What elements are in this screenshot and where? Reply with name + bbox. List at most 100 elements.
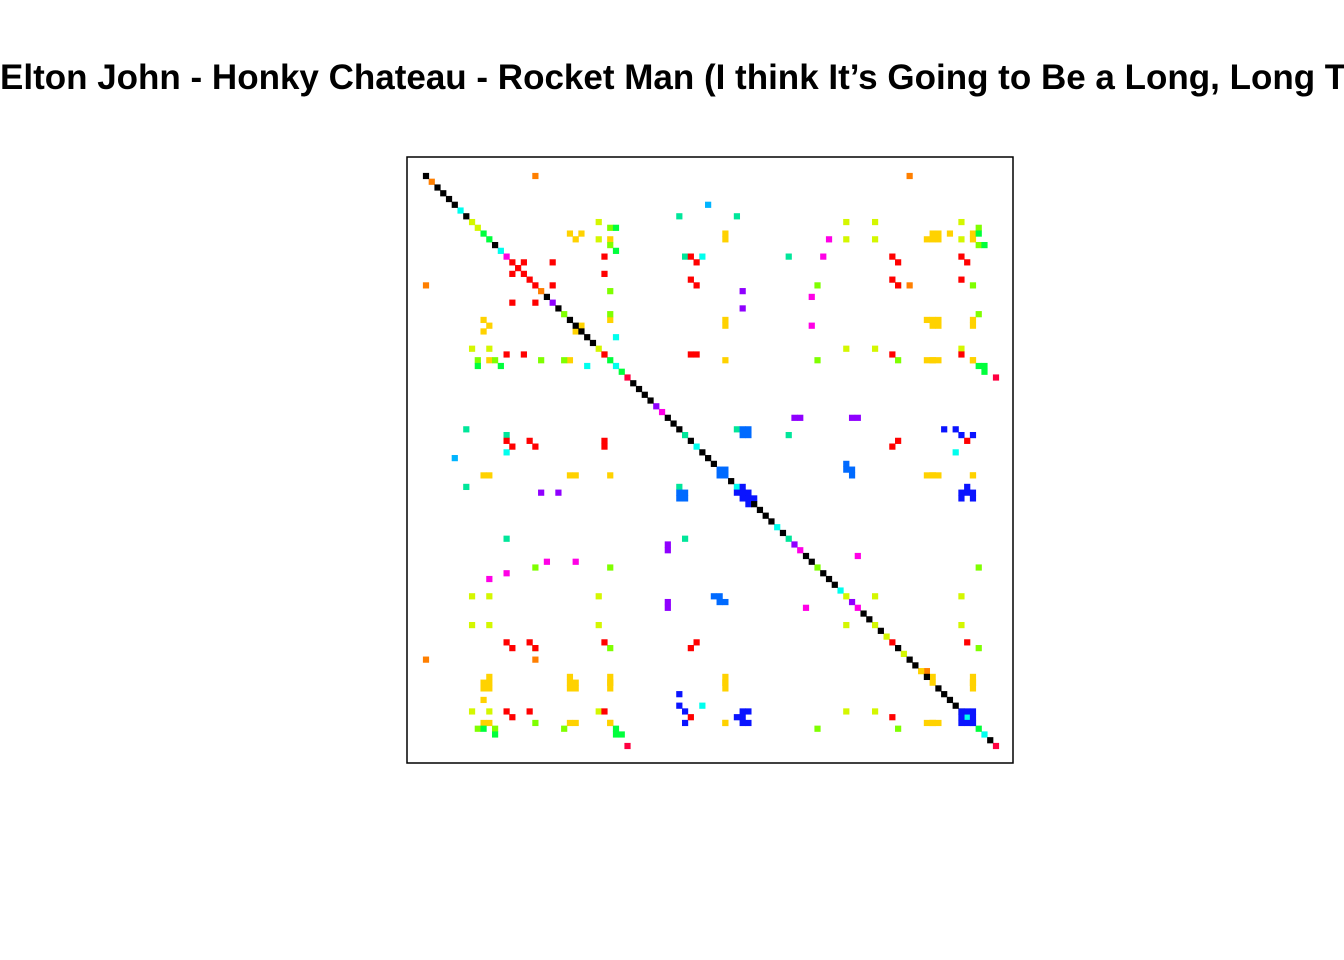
diagonal-cell <box>699 449 706 456</box>
diagonal-cell <box>923 673 931 681</box>
matrix-cell <box>687 351 694 358</box>
matrix-cell <box>871 621 879 629</box>
matrix-cell <box>566 719 574 727</box>
matrix-cell <box>992 374 1000 381</box>
matrix-cell <box>618 731 625 738</box>
matrix-cell <box>722 679 729 686</box>
matrix-cell <box>975 311 982 318</box>
matrix-cell <box>895 357 902 364</box>
matrix-cell <box>843 593 850 600</box>
matrix-cell <box>457 207 464 214</box>
matrix-cell <box>520 259 527 266</box>
matrix-cell <box>969 495 977 502</box>
matrix-cell <box>843 460 850 467</box>
matrix-cell <box>422 282 430 289</box>
matrix-cell <box>538 357 545 364</box>
matrix-cell <box>480 685 487 692</box>
matrix-cell <box>566 230 574 237</box>
matrix-cell <box>509 714 516 721</box>
matrix-cell <box>722 598 729 606</box>
matrix-cell <box>745 708 752 715</box>
matrix-cell <box>969 357 977 364</box>
matrix-cell <box>480 316 487 324</box>
matrix-cell <box>889 714 896 721</box>
matrix-cell <box>733 213 741 220</box>
matrix-cell <box>561 311 568 318</box>
matrix-cell <box>843 236 850 243</box>
matrix-cell <box>607 357 614 364</box>
diagonal-cell <box>877 627 884 634</box>
matrix-cell <box>929 472 936 479</box>
matrix-cell <box>981 368 988 375</box>
matrix-cell <box>664 547 671 554</box>
matrix-cell <box>676 489 683 496</box>
matrix-cell <box>676 213 683 220</box>
matrix-cell <box>693 259 700 266</box>
diagonal-cell <box>860 610 867 617</box>
matrix-cell <box>681 253 689 260</box>
diagonal-cell <box>543 293 551 301</box>
matrix-cell <box>889 276 896 283</box>
matrix-cell <box>935 719 942 727</box>
matrix-cell <box>969 431 977 439</box>
diagonal-cell <box>987 737 994 744</box>
matrix-cell <box>601 270 608 277</box>
matrix-cell <box>566 685 574 692</box>
diagonal-cell <box>912 662 919 669</box>
diagonal-cell <box>440 190 447 197</box>
matrix-cell <box>480 679 487 686</box>
matrix-cell <box>981 731 988 738</box>
matrix-cell <box>607 645 614 652</box>
matrix-cell <box>486 472 493 479</box>
matrix-cell <box>785 535 792 542</box>
matrix-cell <box>969 679 977 686</box>
matrix-cell <box>532 443 539 450</box>
matrix-cell <box>929 230 936 237</box>
matrix-cell <box>607 679 614 686</box>
matrix-cell <box>468 345 476 352</box>
matrix-cell <box>503 708 510 715</box>
diagonal-cell <box>664 414 671 421</box>
diagonal-cell <box>422 172 430 180</box>
matrix-cell <box>520 270 527 277</box>
matrix-cell <box>595 708 602 715</box>
matrix-cell <box>480 719 487 727</box>
matrix-cell <box>572 328 579 335</box>
matrix-cell <box>733 426 741 433</box>
matrix-cell <box>601 639 608 646</box>
diagonal-cell <box>641 391 648 398</box>
matrix-cell <box>745 495 752 502</box>
matrix-cell <box>733 483 741 491</box>
matrix-cell <box>848 598 856 606</box>
matrix-cell <box>480 472 487 479</box>
matrix-cell <box>699 702 706 709</box>
matrix-cell <box>969 714 977 721</box>
matrix-cell <box>503 253 510 260</box>
matrix-cell <box>900 650 907 657</box>
matrix-cell <box>843 218 850 226</box>
matrix-cell <box>480 328 487 335</box>
matrix-cell <box>486 673 493 681</box>
matrix-cell <box>981 241 988 249</box>
matrix-cell <box>601 437 608 444</box>
matrix-cell <box>716 593 723 600</box>
matrix-cell <box>722 466 729 473</box>
matrix-cell <box>664 598 671 606</box>
matrix-cell <box>509 270 516 277</box>
matrix-cell <box>509 259 516 266</box>
matrix-cell <box>607 719 614 727</box>
matrix-cell <box>964 719 971 727</box>
diagonal-cell <box>906 656 913 663</box>
matrix-cell <box>889 639 896 646</box>
matrix-cell <box>958 218 965 226</box>
matrix-cell <box>820 253 827 260</box>
matrix-cell <box>526 437 533 444</box>
diagonal-cell <box>952 702 959 709</box>
matrix-cell <box>601 443 608 450</box>
matrix-cell <box>958 489 965 496</box>
matrix-cell <box>739 305 746 312</box>
matrix-cell <box>526 708 533 715</box>
matrix-cell <box>964 437 971 444</box>
matrix-cell <box>969 472 977 479</box>
matrix-cell <box>774 524 781 531</box>
